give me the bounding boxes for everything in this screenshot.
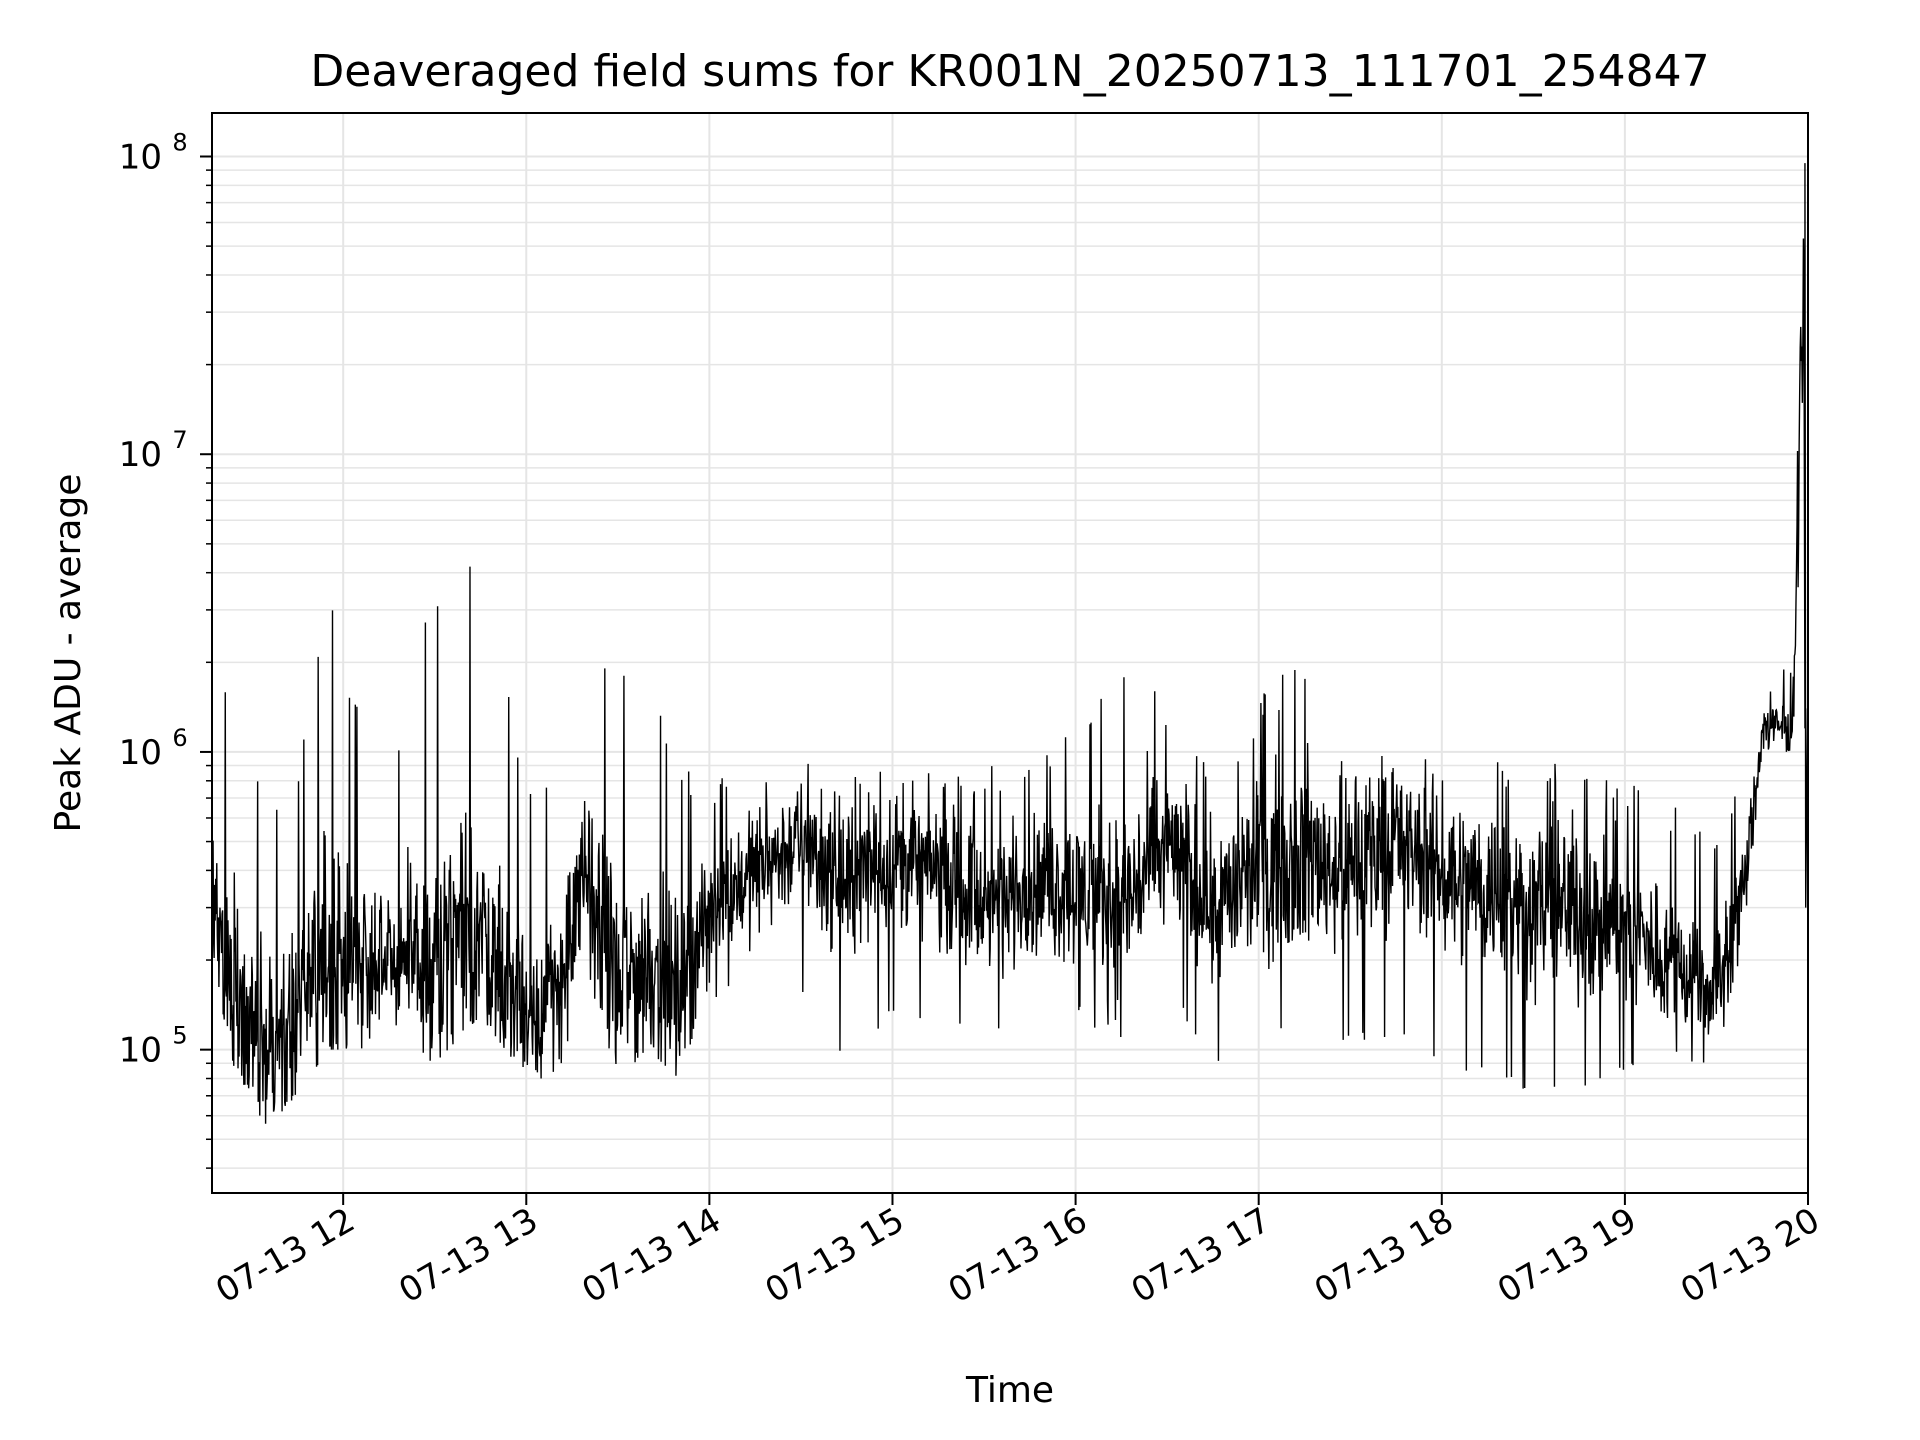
- x-tick-label-1: 07-13 13: [392, 1200, 544, 1311]
- series-layer: [211, 163, 1809, 1124]
- x-tick-label-4: 07-13 16: [942, 1200, 1094, 1311]
- x-tick-label-0: 07-13 12: [209, 1200, 361, 1311]
- x-tick-label-6: 07-13 18: [1308, 1200, 1460, 1311]
- x-tick-label-2: 07-13 14: [575, 1200, 727, 1311]
- y-tick-exponent-2: 7: [172, 426, 187, 454]
- plot-frame: [211, 112, 1809, 1194]
- y-tick-exponent-0: 5: [172, 1022, 187, 1050]
- x-axis-label: Time: [965, 1370, 1054, 1411]
- grid-layer: [212, 113, 1809, 1193]
- x-tick-label-3: 07-13 15: [759, 1200, 911, 1311]
- chart-title: Deaveraged field sums for KR001N_2025071…: [310, 46, 1709, 97]
- y-tick-exponent-3: 8: [172, 129, 187, 157]
- y-tick-exponent-1: 6: [172, 724, 187, 752]
- x-tick-label-5: 07-13 17: [1125, 1200, 1277, 1311]
- y-axis: 10 5 10 6 10 7 10 8: [119, 129, 212, 1169]
- x-axis: 07-13 12 07-13 13 07-13 14 07-13 15 07-13 16…: [209, 1193, 1827, 1311]
- y-tick-label-3: 10: [119, 138, 162, 178]
- y-tick-label-2: 10: [119, 435, 162, 475]
- x-tick-label-7: 07-13 19: [1491, 1200, 1643, 1311]
- y-tick-label-1: 10: [119, 733, 162, 773]
- y-tick-label-0: 10: [119, 1031, 162, 1071]
- y-axis-label: Peak ADU - average: [48, 474, 89, 833]
- series-line: [211, 163, 1809, 1124]
- x-tick-label-8: 07-13 20: [1674, 1200, 1826, 1311]
